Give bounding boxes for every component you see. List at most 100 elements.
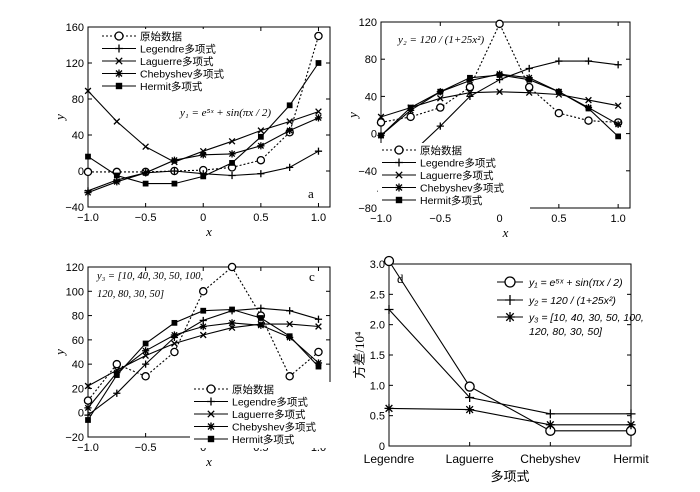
data-point	[383, 255, 395, 267]
data-point	[85, 153, 91, 160]
series-line	[88, 35, 320, 173]
y-tick-label: 40	[72, 130, 84, 142]
series-group	[83, 262, 323, 423]
legend-marker	[115, 44, 123, 53]
legend-label: Laguerre多项式	[232, 408, 306, 421]
data-point	[384, 403, 394, 413]
data-point	[525, 64, 533, 73]
data-point	[524, 82, 534, 92]
data-point	[286, 102, 293, 109]
data-point	[228, 171, 236, 180]
data-point	[526, 76, 533, 83]
data-point	[171, 340, 178, 347]
data-point	[314, 31, 323, 41]
x-tick-label: 1.0	[610, 213, 625, 225]
data-point	[256, 155, 266, 165]
y-axis-label: y	[345, 112, 360, 120]
data-point	[615, 133, 622, 140]
data-point	[614, 61, 622, 69]
y-tick-label: 40	[72, 359, 84, 371]
data-point	[545, 420, 555, 430]
data-point	[406, 112, 415, 122]
legend-marker	[207, 410, 215, 418]
legend-label: Legendre多项式	[140, 43, 216, 56]
data-point	[286, 333, 293, 340]
data-point	[199, 331, 207, 339]
data-point	[257, 304, 265, 312]
data-point	[141, 372, 150, 381]
data-point	[626, 409, 636, 419]
y-tick-label: 120	[66, 58, 84, 70]
data-point	[315, 323, 322, 330]
data-point	[170, 167, 179, 175]
data-point	[113, 372, 120, 378]
data-point	[437, 88, 444, 95]
data-point	[584, 116, 593, 125]
data-point	[286, 163, 294, 171]
y-axis-label: 方差/10⁴	[352, 331, 367, 379]
data-point	[257, 133, 264, 140]
data-point	[496, 72, 503, 78]
data-point	[85, 417, 91, 423]
y-tick-label: 1.0	[370, 380, 385, 392]
data-point	[314, 315, 323, 323]
legend-label: 原始数据	[232, 383, 274, 396]
plot-frame	[87, 26, 331, 208]
data-point	[228, 150, 236, 158]
legend-label: y₃ = [10, 40, 30, 50, 100,	[528, 312, 644, 324]
data-point	[199, 322, 207, 331]
data-point	[466, 89, 474, 97]
x-tick-label: 1.0	[311, 212, 326, 224]
legend: 原始数据Legendre多项式Laguerre多项式Chebyshev多项式He…	[190, 382, 342, 448]
data-point	[286, 126, 294, 135]
x-tick-label: −1.0	[77, 212, 99, 224]
legend-label: y₁ = e⁵ˣ + sin(πx / 2)	[528, 277, 623, 289]
y-tick-label: 1.5	[370, 350, 385, 362]
y-tick-label: −40	[358, 166, 377, 178]
panel-label: d	[397, 271, 404, 286]
legend-label: Legendre多项式	[420, 157, 496, 170]
data-point	[113, 172, 120, 179]
panel-label: a	[308, 186, 314, 201]
y-tick-label: 20	[72, 383, 84, 395]
legend-bg	[378, 143, 530, 209]
data-point	[554, 108, 564, 118]
data-point	[257, 170, 265, 178]
data-point	[198, 287, 208, 296]
data-point	[83, 167, 93, 177]
data-point	[142, 352, 149, 359]
data-point	[585, 96, 592, 104]
legend-marker	[207, 422, 215, 431]
data-point	[113, 178, 121, 186]
data-point	[584, 57, 593, 65]
data-point	[200, 173, 207, 180]
series-line	[380, 22, 619, 123]
y-tick-label: 0	[78, 408, 84, 420]
data-point	[555, 88, 562, 95]
y-tick-label: 100	[66, 286, 84, 298]
legend-label: Laguerre多项式	[140, 55, 214, 68]
legend-label: Chebyshev多项式	[232, 421, 317, 434]
data-point	[142, 180, 149, 187]
legend-label: 120, 80, 30, 50]	[529, 326, 603, 338]
legend-marker	[395, 158, 403, 167]
y-tick-label: 40	[365, 91, 377, 103]
formula-annotation: 120, 80, 30, 50]	[97, 289, 164, 300]
data-point	[142, 169, 150, 177]
x-tick-label: −1.0	[77, 442, 99, 454]
data-point	[113, 118, 121, 125]
x-tick-label: −1.0	[370, 213, 392, 225]
y-axis-label: y	[52, 349, 67, 357]
x-axis-label: x	[502, 225, 509, 240]
legend-label: Hermit多项式	[420, 194, 483, 207]
data-point	[467, 74, 473, 81]
data-point	[495, 19, 504, 29]
data-point	[496, 88, 503, 96]
y-tick-label: 80	[72, 311, 84, 323]
legend-label: y₂ = 120 / (1+25x²)	[528, 295, 616, 307]
x-axis-label: 多项式	[490, 469, 529, 484]
panel-d: 0 0.5 1.0 1.5 2.0 2.5 3.0 Legendre Laguerre Cheby…	[352, 255, 649, 484]
data-point	[229, 306, 235, 313]
